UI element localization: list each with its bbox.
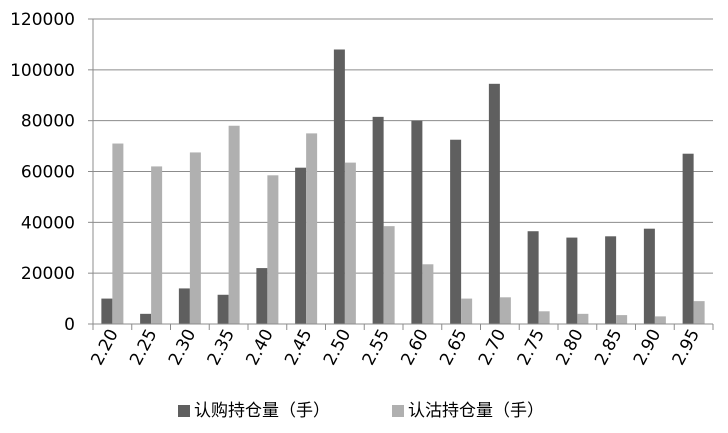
bar-put-2.25 xyxy=(151,166,163,324)
x-tick-label: 2.80 xyxy=(552,326,587,369)
y-tick-label: 20000 xyxy=(21,264,75,284)
bar-call-2.80 xyxy=(566,237,578,324)
bar-call-2.60 xyxy=(411,120,423,325)
bar-call-2.85 xyxy=(605,236,617,324)
x-tick-label: 2.25 xyxy=(126,326,161,369)
bar-call-2.30 xyxy=(178,288,190,324)
bar-call-2.45 xyxy=(295,167,307,324)
bar-put-2.40 xyxy=(267,175,279,324)
x-tick-label: 2.75 xyxy=(514,326,549,369)
legend-label-put: 认沽持仓量（手） xyxy=(408,401,544,421)
bar-put-2.85 xyxy=(616,315,628,324)
bar-call-2.25 xyxy=(140,313,152,324)
y-tick-label: 0 xyxy=(64,315,75,335)
bar-put-2.35 xyxy=(228,125,240,324)
bar-call-2.90 xyxy=(643,228,655,324)
x-tick-label: 2.55 xyxy=(359,326,394,369)
x-tick-label: 2.30 xyxy=(165,326,200,369)
bar-put-2.75 xyxy=(538,311,550,324)
legend-swatch-put xyxy=(392,405,404,417)
x-tick-label: 2.60 xyxy=(397,326,432,369)
bar-call-2.65 xyxy=(450,139,462,324)
bars xyxy=(101,49,705,325)
x-tick-label: 2.90 xyxy=(630,326,665,369)
bar-call-2.75 xyxy=(527,231,539,324)
bar-put-2.95 xyxy=(693,301,705,324)
axes xyxy=(88,18,714,330)
x-tick-label: 2.35 xyxy=(204,326,239,369)
x-tick-label: 2.95 xyxy=(669,326,704,369)
bar-put-2.65 xyxy=(461,298,473,324)
x-tick-label: 2.20 xyxy=(87,326,122,369)
bar-call-2.35 xyxy=(217,294,229,324)
bar-put-2.50 xyxy=(344,162,356,324)
bar-put-2.70 xyxy=(499,297,511,324)
x-tick-label: 2.70 xyxy=(475,326,510,369)
bar-call-2.40 xyxy=(256,268,268,324)
x-tick-label: 2.85 xyxy=(591,326,626,369)
bar-call-2.95 xyxy=(682,153,694,324)
x-tick-labels: 2.20 2.25 2.30 2.35 2.40 2.45 2.50 2.55 2.60 2.65… xyxy=(87,326,704,369)
y-tick-label: 80000 xyxy=(21,112,75,132)
legend-swatch-call xyxy=(178,405,190,417)
x-tick-label: 2.40 xyxy=(242,326,277,369)
bar-call-2.20 xyxy=(101,298,113,324)
y-tick-label: 120000 xyxy=(10,10,75,30)
x-tick-label: 2.65 xyxy=(436,326,471,369)
bar-put-2.55 xyxy=(383,226,395,324)
legend-label-call: 认购持仓量（手） xyxy=(194,401,330,421)
x-tick-label: 2.50 xyxy=(320,326,355,369)
bar-call-2.50 xyxy=(333,49,345,324)
y-tick-label: 100000 xyxy=(10,61,75,81)
bar-put-2.90 xyxy=(654,316,666,324)
bar-call-2.55 xyxy=(372,116,384,325)
y-tick-label: 40000 xyxy=(21,213,75,233)
y-tick-labels: 0 20000 40000 60000 80000 100000 120000 xyxy=(10,10,75,335)
bar-put-2.60 xyxy=(422,264,434,324)
bar-put-2.80 xyxy=(577,313,589,324)
gridlines xyxy=(93,18,713,274)
x-tick-label: 2.45 xyxy=(281,326,316,369)
legend: 认购持仓量（手） 认沽持仓量（手） xyxy=(178,401,544,421)
bar-call-2.70 xyxy=(488,83,500,324)
bar-put-2.45 xyxy=(306,133,318,324)
bar-put-2.20 xyxy=(112,143,124,324)
bar-put-2.30 xyxy=(189,152,201,324)
y-tick-label: 60000 xyxy=(21,163,75,183)
